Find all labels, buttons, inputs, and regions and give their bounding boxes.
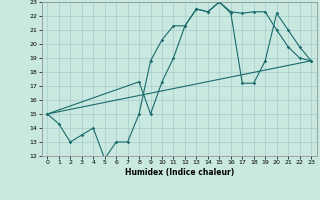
X-axis label: Humidex (Indice chaleur): Humidex (Indice chaleur) [124, 168, 234, 177]
